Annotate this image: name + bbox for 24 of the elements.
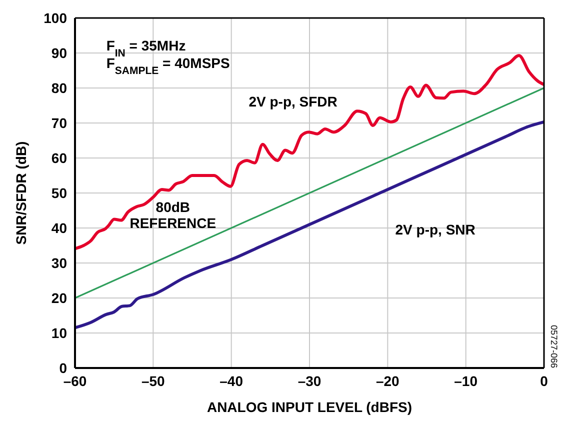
y-tick-label: 30	[51, 254, 68, 271]
x-tick-label: –10	[454, 372, 478, 389]
x-tick-label: –50	[141, 372, 166, 389]
y-tick-label: 60	[51, 150, 68, 166]
x-axis-title: ANALOG INPUT LEVEL (dBFS)	[206, 398, 412, 415]
y-tick-label: 70	[51, 114, 68, 131]
series-label: 80dB REFERENCE	[130, 198, 216, 231]
x-tick-label: –20	[376, 372, 400, 389]
annotation: F$_{IN}$ = 35MHz	[106, 37, 186, 60]
x-tick-label: 0	[540, 372, 548, 389]
text: 2V p-p, SNR	[395, 222, 476, 238]
series-label: 2V p-p, SFDR	[248, 94, 338, 110]
y-tick-label: 10	[51, 324, 68, 341]
y-tick-label: 100	[44, 10, 68, 26]
y-tick-label: 90	[51, 44, 68, 61]
y-tick-label: 80	[51, 80, 68, 96]
y-axis-title: SNR/SFDR (dB)	[12, 141, 29, 245]
y-tick-label: 50	[51, 184, 68, 201]
x-tick-label: –30	[298, 372, 322, 389]
text: 05727-066	[549, 324, 559, 368]
y-tick-label: 20	[51, 290, 68, 306]
y-tick-label: 40	[51, 220, 68, 236]
line-series	[75, 120, 544, 330]
x-tick-label: –40	[220, 372, 244, 389]
